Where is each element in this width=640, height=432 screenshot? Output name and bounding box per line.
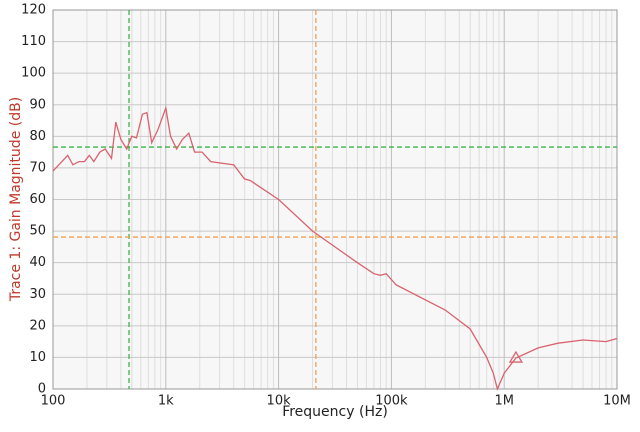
y-tick-label: 40 [29,255,46,270]
y-tick-label: 100 [21,66,46,81]
x-tick-label: 1M [494,394,514,409]
plot-border [52,9,618,390]
x-tick-label: 10M [603,394,631,409]
marker [508,350,524,363]
y-tick-label: 0 [38,382,46,397]
y-tick-label: 120 [21,3,46,18]
y-tick-label: 70 [29,160,46,175]
x-tick-label: 100k [375,394,408,409]
y-tick-label: 90 [29,97,46,112]
y-tick-label: 110 [21,34,46,49]
y-tick-label: 60 [29,192,46,207]
y-tick-label: 80 [29,129,46,144]
x-tick-label: 10k [267,394,292,409]
y-tick-label: 20 [29,318,46,333]
y-axis-label: Trace 1: Gain Magnitude (dB) [8,97,24,302]
trace-line [52,105,618,391]
y-tick-label: 10 [29,350,46,365]
x-tick-label: 1k [158,394,174,409]
y-tick-label: 50 [29,224,46,239]
y-tick-label: 30 [29,287,46,302]
x-axis-label: Frequency (Hz) [282,404,388,420]
x-tick-label: 100 [41,394,66,409]
